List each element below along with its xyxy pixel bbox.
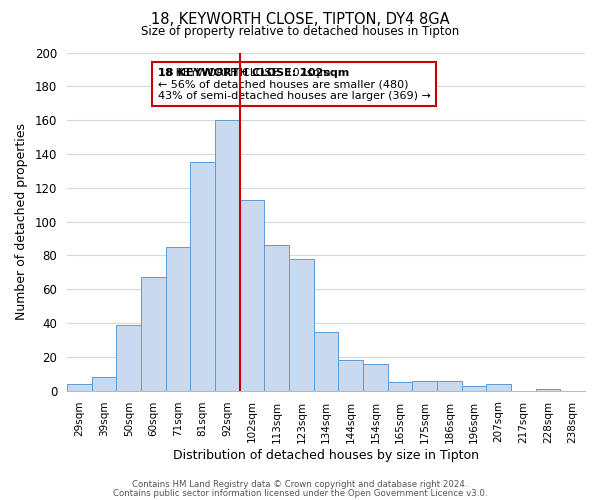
Bar (141, 278, 166, 390)
Y-axis label: Number of detached properties: Number of detached properties (15, 123, 28, 320)
Bar (166, 247, 190, 390)
X-axis label: Distribution of detached houses by size in Tipton: Distribution of detached houses by size … (173, 450, 479, 462)
Bar (314, 332, 338, 390)
Bar (388, 382, 412, 390)
Bar (116, 325, 141, 390)
Bar (92, 377, 116, 390)
Text: Size of property relative to detached houses in Tipton: Size of property relative to detached ho… (141, 25, 459, 38)
Bar (412, 380, 437, 390)
Text: Contains HM Land Registry data © Crown copyright and database right 2024.: Contains HM Land Registry data © Crown c… (132, 480, 468, 489)
Text: Contains public sector information licensed under the Open Government Licence v3: Contains public sector information licen… (113, 488, 487, 498)
Text: 18 KEYWORTH CLOSE: 102sqm
← 56% of detached houses are smaller (480)
43% of semi: 18 KEYWORTH CLOSE: 102sqm ← 56% of detac… (158, 68, 431, 101)
Bar (461, 386, 487, 390)
Text: 18, KEYWORTH CLOSE, TIPTON, DY4 8GA: 18, KEYWORTH CLOSE, TIPTON, DY4 8GA (151, 12, 449, 28)
Bar (289, 259, 314, 390)
Bar (363, 364, 388, 390)
Bar (215, 120, 239, 390)
Bar (437, 380, 461, 390)
Bar (67, 384, 92, 390)
Bar (338, 360, 363, 390)
Text: 18 KEYWORTH CLOSE: 102sqm: 18 KEYWORTH CLOSE: 102sqm (158, 68, 349, 78)
Bar (190, 162, 215, 390)
Bar (239, 200, 265, 390)
Bar (265, 246, 289, 390)
Bar (536, 389, 560, 390)
Bar (487, 384, 511, 390)
